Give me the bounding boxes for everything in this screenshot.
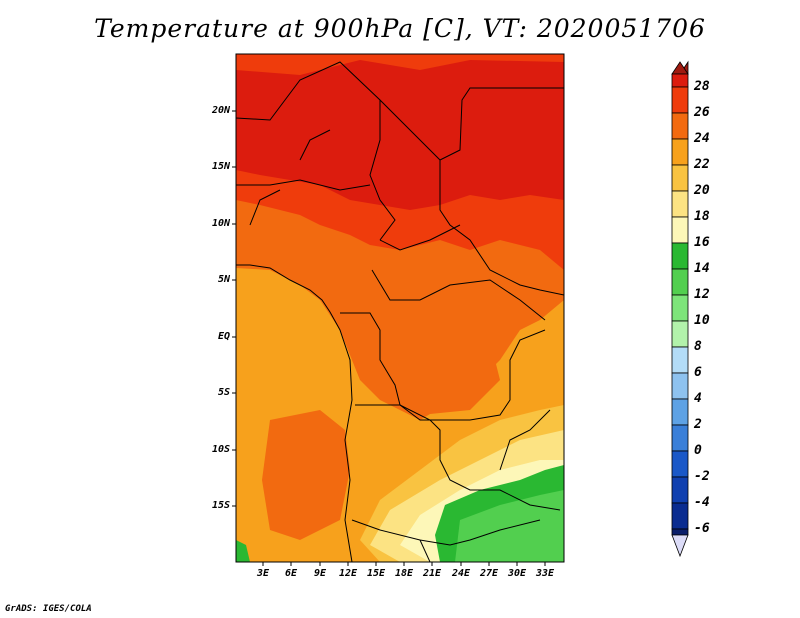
lat-label: 20N xyxy=(211,105,230,116)
lon-label: 24E xyxy=(451,568,471,579)
field-24-south xyxy=(262,410,350,540)
colorbar-label: 12 xyxy=(694,287,710,302)
field-28 xyxy=(236,60,564,210)
colorbar-label: 24 xyxy=(694,131,710,146)
colorbar-label: 20 xyxy=(694,183,710,198)
borders xyxy=(236,61,564,562)
colorbar-label: 22 xyxy=(694,157,710,172)
colorbar-label: 28 xyxy=(694,79,710,94)
colorbar-label: 18 xyxy=(694,209,710,224)
map-frame xyxy=(235,53,565,563)
colorbar-bottom-arrow xyxy=(671,534,689,558)
lon-label: 27E xyxy=(479,568,499,579)
lat-label: 5S xyxy=(217,387,230,398)
lon-label: 12E xyxy=(338,568,358,579)
lon-label: 18E xyxy=(394,568,414,579)
colorbar-label: 2 xyxy=(694,417,702,432)
field-14-sw xyxy=(236,540,250,562)
lon-label: 6E xyxy=(284,568,298,579)
colorbar-label: 6 xyxy=(694,365,702,380)
lon-label: 9E xyxy=(313,568,327,579)
colorbar-label: 26 xyxy=(694,105,710,120)
lon-label: 21E xyxy=(422,568,442,579)
map-title: Temperature at 900hPa [C], VT: 202005170… xyxy=(94,14,706,43)
lon-label: 30E xyxy=(507,568,527,579)
colorbar-label: -4 xyxy=(694,495,710,510)
lon-label: 33E xyxy=(535,568,555,579)
footer-credit: GrADS: IGES/COLA xyxy=(5,604,92,614)
colorbar-label: -2 xyxy=(694,469,710,484)
colorbar-label: 4 xyxy=(694,391,702,406)
colorbar-label: 14 xyxy=(694,261,710,276)
colorbar-label: -6 xyxy=(694,521,710,536)
colorbar-label: 10 xyxy=(694,313,710,328)
lat-label: 15N xyxy=(211,161,230,172)
colorbar-label: 16 xyxy=(694,235,710,250)
lat-label: 10N xyxy=(211,218,230,229)
lon-label: 15E xyxy=(366,568,386,579)
lat-label: 5N xyxy=(217,274,230,285)
lat-label: 15S xyxy=(211,500,230,511)
field-12 xyxy=(455,490,564,562)
lon-label: 3E xyxy=(256,568,270,579)
colorbar xyxy=(671,60,689,558)
axis-ticks xyxy=(232,110,546,566)
colorbar-label: 8 xyxy=(694,339,702,354)
lat-label: 10S xyxy=(211,444,230,455)
colorbar-label: 0 xyxy=(694,443,702,458)
temperature-field xyxy=(236,54,564,562)
field-24-congo xyxy=(395,320,500,415)
lat-label: EQ xyxy=(217,331,230,342)
